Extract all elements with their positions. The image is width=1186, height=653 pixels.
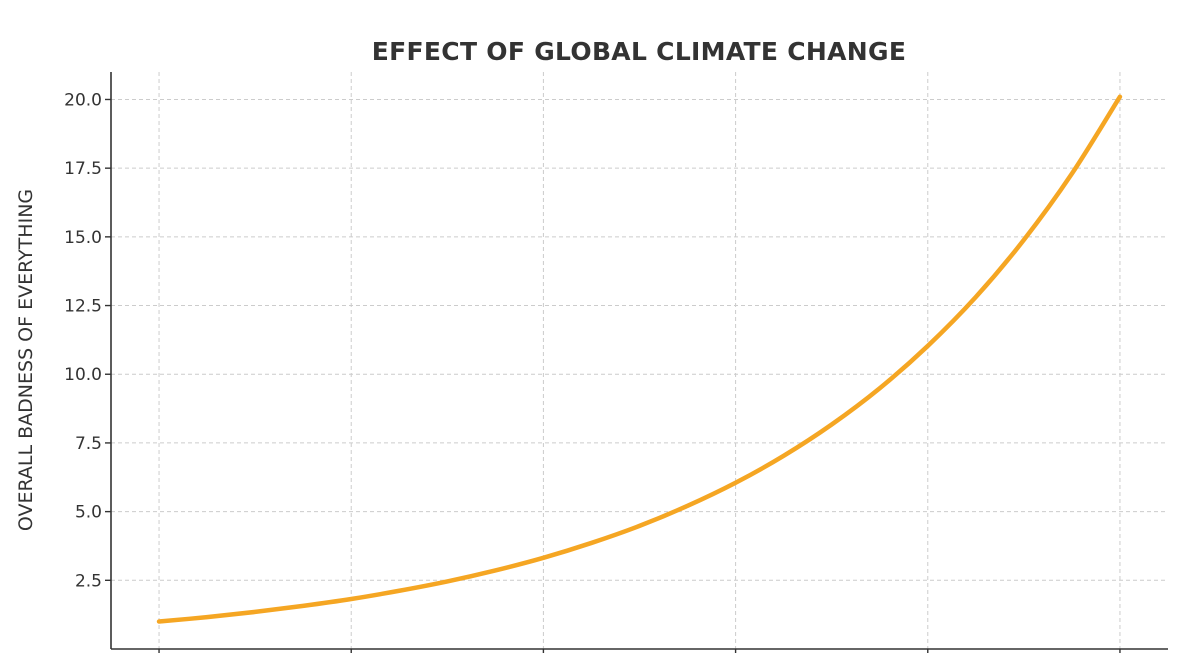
ticks: 2.5 5.0 7.5 10.0 12.5 15.0 17.5 20.0 [64,90,1121,653]
axes [110,72,1168,650]
y-axis-label: OVERALL BADNESS OF EVERYTHING [15,189,37,531]
grid [111,72,1168,649]
y-tick-label: 2.5 [75,571,102,591]
y-tick-label: 17.5 [64,159,102,179]
y-tick-label: 10.0 [64,365,102,385]
series-layer [156,94,1123,624]
y-tick-label: 15.0 [64,228,102,248]
y-tick-label: 20.0 [64,90,102,110]
chart-title: EFFECT OF GLOBAL CLIMATE CHANGE [372,37,906,66]
y-tick-label: 5.0 [75,503,102,523]
series-line-badness [156,94,1123,624]
y-tick-label: 7.5 [75,434,102,454]
y-tick-label: 12.5 [64,297,102,317]
